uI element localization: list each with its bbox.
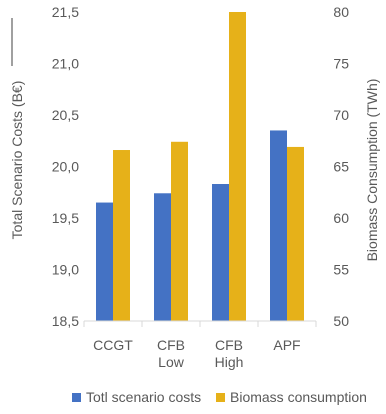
x-axis-category-label: CFB Low (157, 337, 185, 370)
y-right-tick-label: 50 (333, 313, 349, 329)
y-left-axis-title: Total Scenario Costs (B€) (9, 81, 25, 240)
y-left-tick-label: 19,0 (52, 262, 79, 278)
legend-swatch (216, 393, 225, 402)
y-right-tick-label: 65 (333, 159, 349, 175)
biomass-bar (171, 141, 188, 321)
cost-bar (212, 184, 229, 321)
legend-swatch (72, 393, 81, 402)
y-right-tick-label: 55 (333, 262, 349, 278)
cost-bar (96, 202, 113, 321)
y-left-tick-label: 19,5 (52, 210, 79, 226)
y-right-tick-label: 75 (333, 56, 349, 72)
y-left-tick-label: 20,0 (52, 159, 79, 175)
legend-label: Totl scenario costs (86, 389, 201, 405)
legend-label: Biomass consumption (230, 389, 367, 405)
x-axis-category-label: APF (273, 337, 300, 353)
biomass-bar (113, 150, 130, 321)
cost-bar (154, 193, 171, 321)
bars (96, 12, 304, 321)
y-right-tick-labels: 50 55 60 65 70 75 80 (333, 4, 349, 329)
y-left-tick-labels: 18,5 19,0 19,5 20,0 20,5 21,0 21,5 (52, 4, 79, 329)
y-right-axis-title: Biomass Consumption (TWh) (364, 79, 380, 262)
x-axis-category-label: CCGT (93, 337, 133, 353)
y-right-tick-label: 70 (333, 107, 349, 123)
x-axis-ticks (83, 321, 317, 327)
biomass-bar (287, 146, 304, 321)
y-left-tick-label: 21,5 (52, 4, 79, 20)
legend: Totl scenario costs Biomass consumption (72, 389, 367, 405)
y-left-tick-label: 18,5 (52, 313, 79, 329)
y-left-tick-label: 20,5 (52, 107, 79, 123)
biomass-bar (229, 12, 246, 321)
x-axis-category-label: CFB High (215, 337, 244, 370)
cost-bar (270, 130, 287, 321)
x-axis-category-labels: CCGT CFB Low CFB High APF (93, 337, 300, 370)
y-left-tick-label: 21,0 (52, 56, 79, 72)
y-right-tick-label: 80 (333, 4, 349, 20)
y-right-tick-label: 60 (333, 210, 349, 226)
